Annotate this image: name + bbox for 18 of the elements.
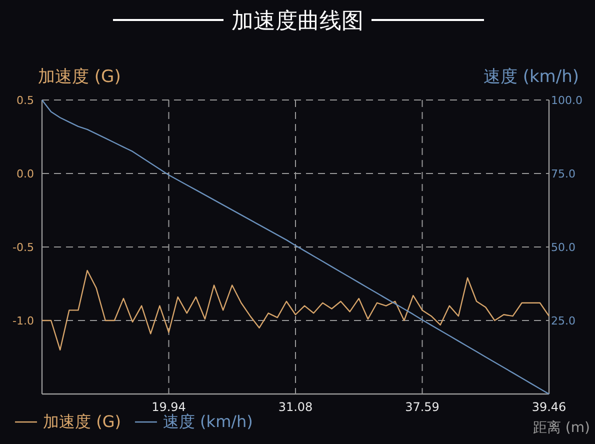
- legend-label: 速度 (km/h): [162, 412, 253, 431]
- x-tick-label: 37.59: [405, 400, 440, 414]
- x-axis-title: 距离 (m): [532, 420, 590, 436]
- y-tick-label: -1.0: [12, 314, 34, 328]
- y-tick-label: 0.5: [16, 94, 34, 107]
- legend-label: 加速度 (G): [43, 412, 121, 431]
- title: 加速度曲线图: [232, 9, 364, 34]
- y2-tick-label: 50.0: [551, 241, 576, 254]
- y-axis-title: 加速度 (G): [38, 67, 121, 87]
- y2-tick-label: 25.0: [551, 314, 576, 328]
- x-tick-label: 19.94: [152, 400, 186, 414]
- y-tick-label: 0.0: [16, 168, 34, 180]
- x-tick-label: 39.46: [532, 400, 566, 414]
- y2-tick-label: 100.0: [551, 94, 582, 107]
- x-tick-label: 31.08: [278, 400, 313, 414]
- y2-axis-title: 速度 (km/h): [483, 67, 579, 87]
- y-tick-label: -0.5: [12, 241, 34, 254]
- y2-tick-label: 75.0: [551, 168, 576, 180]
